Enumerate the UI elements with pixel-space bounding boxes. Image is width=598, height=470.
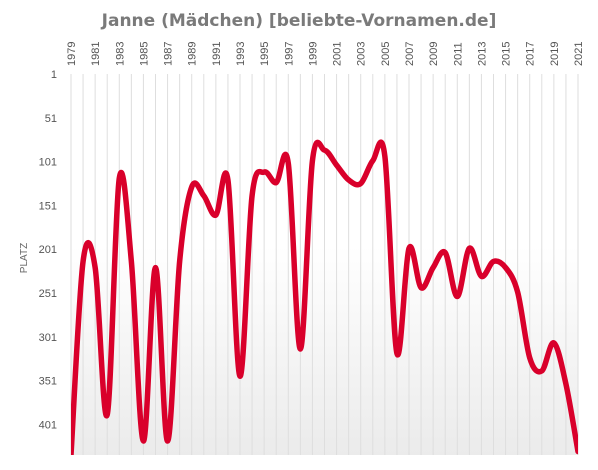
x-tick-label: 2021 xyxy=(573,42,585,66)
x-tick-label: 1991 xyxy=(211,42,223,66)
x-tick-label: 1983 xyxy=(114,42,126,66)
x-tick-label: 2005 xyxy=(380,42,392,66)
x-tick-label: 2009 xyxy=(428,42,440,66)
y-axis-label: PLATZ xyxy=(19,243,30,273)
y-tick-label: 1 xyxy=(51,69,57,81)
x-tick-label: 1979 xyxy=(66,42,78,66)
x-tick-label: 1993 xyxy=(235,42,247,66)
x-tick-label: 2017 xyxy=(525,42,537,66)
series-line xyxy=(71,139,578,455)
x-tick-label: 2007 xyxy=(404,42,416,66)
x-tick-label: 1999 xyxy=(307,42,319,66)
y-tick-label: 201 xyxy=(39,244,57,256)
y-tick-label: 101 xyxy=(39,157,57,169)
x-tick-label: 2013 xyxy=(476,42,488,66)
series-lines xyxy=(71,139,578,455)
x-axis-ticks: 1979 1981 1983 1985 1987 1989 1991 1993 1995 1997… xyxy=(66,42,585,66)
y-tick-label: 51 xyxy=(45,113,57,125)
x-tick-label: 1981 xyxy=(90,42,102,66)
y-tick-label: 151 xyxy=(39,200,57,212)
x-tick-label: 1985 xyxy=(138,42,150,66)
x-tick-label: 2019 xyxy=(549,42,561,66)
y-tick-label: 401 xyxy=(39,419,57,431)
x-tick-label: 1989 xyxy=(187,42,199,66)
x-tick-label: 2015 xyxy=(501,42,513,66)
x-tick-label: 1987 xyxy=(163,42,175,66)
y-tick-label: 251 xyxy=(39,288,57,300)
y-tick-label: 301 xyxy=(39,332,57,344)
chart-title: Janne (Mädchen) [beliebte-Vornamen.de] xyxy=(101,11,497,31)
x-tick-label: 2003 xyxy=(356,42,368,66)
x-tick-label: 1995 xyxy=(259,42,271,66)
x-tick-label: 2001 xyxy=(332,42,344,66)
x-tick-label: 2011 xyxy=(452,42,464,66)
x-tick-label: 1997 xyxy=(283,42,295,66)
y-tick-label: 351 xyxy=(39,376,57,388)
